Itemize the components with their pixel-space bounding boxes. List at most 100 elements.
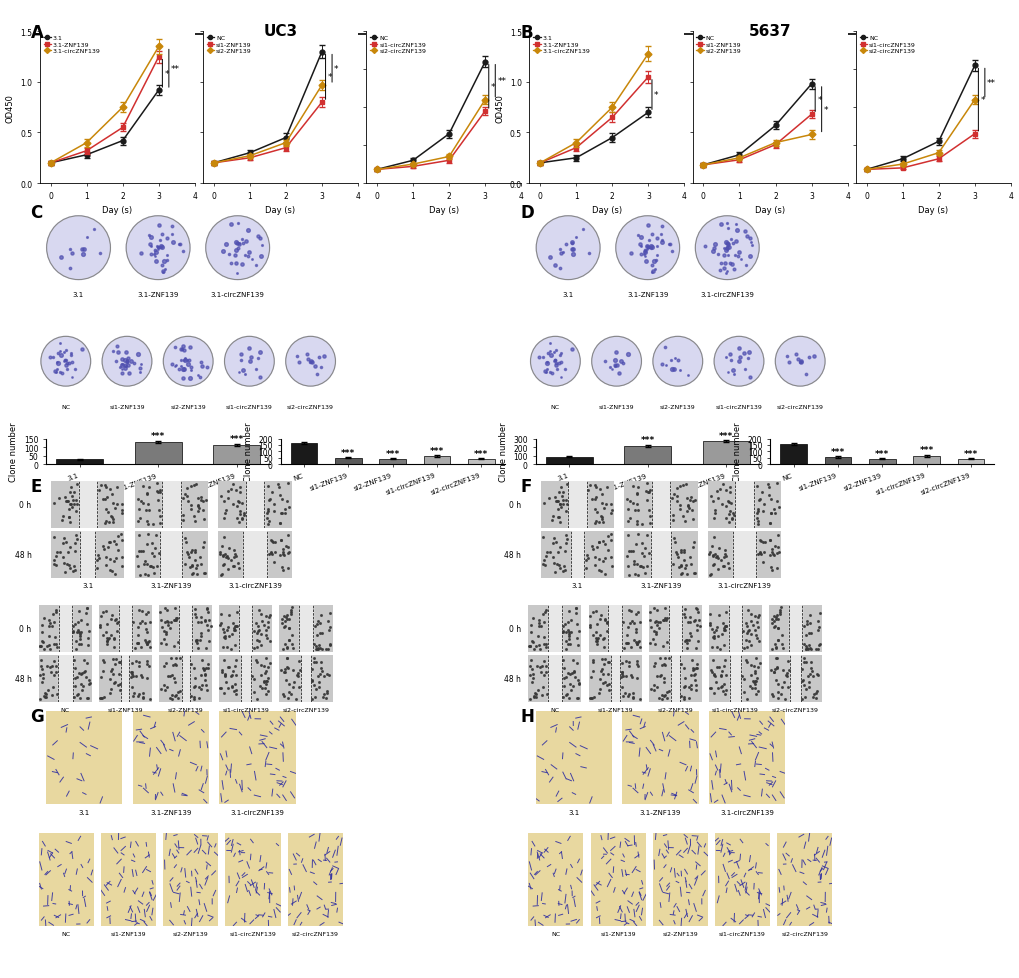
Text: si2-circZNF139: si2-circZNF139 bbox=[291, 931, 338, 936]
Text: NC: NC bbox=[551, 931, 559, 936]
Y-axis label: OD450: OD450 bbox=[5, 94, 14, 122]
Text: 0 h: 0 h bbox=[19, 500, 32, 510]
Text: ***: *** bbox=[474, 450, 488, 459]
Text: 48 h: 48 h bbox=[503, 550, 521, 559]
Text: *: * bbox=[490, 83, 495, 92]
Bar bbox=[135, 442, 181, 465]
Text: NC: NC bbox=[61, 405, 70, 410]
Text: H: H bbox=[520, 707, 534, 725]
Circle shape bbox=[652, 337, 702, 386]
Bar bbox=[56, 460, 103, 465]
Circle shape bbox=[713, 337, 763, 386]
Text: si1-ZNF139: si1-ZNF139 bbox=[108, 707, 143, 712]
Text: 3.1-circZNF139: 3.1-circZNF139 bbox=[228, 583, 281, 589]
X-axis label: Day (s): Day (s) bbox=[428, 206, 459, 215]
X-axis label: Day (s): Day (s) bbox=[754, 206, 785, 215]
Text: si2-circZNF139: si2-circZNF139 bbox=[286, 405, 334, 410]
Bar bbox=[730, 655, 740, 702]
Text: 3.1-circZNF139: 3.1-circZNF139 bbox=[700, 291, 753, 297]
Legend: 3.1, 3.1-ZNF139, 3.1-circZNF139: 3.1, 3.1-ZNF139, 3.1-circZNF139 bbox=[43, 35, 101, 55]
Bar bbox=[735, 481, 753, 528]
Text: si2-circZNF139: si2-circZNF139 bbox=[771, 707, 818, 712]
Bar bbox=[423, 457, 450, 465]
Bar bbox=[59, 605, 71, 652]
Bar bbox=[301, 655, 311, 702]
Text: E: E bbox=[31, 477, 42, 495]
Text: **: ** bbox=[171, 65, 179, 73]
Text: 3.1: 3.1 bbox=[78, 809, 90, 815]
Bar bbox=[571, 531, 583, 578]
Circle shape bbox=[774, 337, 824, 386]
Bar bbox=[671, 655, 679, 702]
Text: NC: NC bbox=[61, 707, 69, 712]
Bar bbox=[290, 444, 317, 465]
Bar bbox=[912, 457, 940, 465]
Circle shape bbox=[615, 216, 679, 281]
Bar bbox=[119, 605, 132, 652]
Circle shape bbox=[591, 337, 641, 386]
Circle shape bbox=[41, 337, 91, 386]
Text: 3.1-circZNF139: 3.1-circZNF139 bbox=[230, 809, 284, 815]
Bar bbox=[790, 655, 800, 702]
Text: ***: *** bbox=[830, 447, 845, 457]
Legend: 3.1, 3.1-ZNF139, 3.1-circZNF139: 3.1, 3.1-ZNF139, 3.1-circZNF139 bbox=[532, 35, 590, 55]
Text: NC: NC bbox=[550, 707, 558, 712]
Text: 3.1-ZNF139: 3.1-ZNF139 bbox=[640, 583, 681, 589]
Bar bbox=[732, 531, 756, 578]
Bar bbox=[162, 481, 180, 528]
Text: si2-ZNF139: si2-ZNF139 bbox=[656, 707, 693, 712]
Bar bbox=[213, 446, 260, 465]
Bar bbox=[545, 458, 592, 465]
Text: si1-ZNF139: si1-ZNF139 bbox=[111, 931, 146, 936]
Text: 0 h: 0 h bbox=[19, 624, 32, 634]
Bar bbox=[729, 605, 742, 652]
Bar bbox=[607, 605, 621, 652]
Bar bbox=[81, 531, 95, 578]
Text: si1-ZNF139: si1-ZNF139 bbox=[600, 931, 635, 936]
Circle shape bbox=[47, 216, 110, 281]
Bar bbox=[547, 655, 561, 702]
Text: si2-ZNF139: si2-ZNF139 bbox=[172, 931, 209, 936]
Text: ***: *** bbox=[429, 447, 443, 456]
Text: si1-circZNF139: si1-circZNF139 bbox=[715, 405, 761, 410]
Bar bbox=[624, 446, 671, 465]
Text: si2-ZNF139: si2-ZNF139 bbox=[170, 405, 206, 410]
Bar bbox=[179, 605, 192, 652]
Text: NC: NC bbox=[62, 931, 70, 936]
Circle shape bbox=[102, 337, 152, 386]
Bar bbox=[240, 655, 251, 702]
Text: si1-circZNF139: si1-circZNF139 bbox=[222, 707, 269, 712]
Bar bbox=[78, 481, 97, 528]
Legend: NC, si1-circZNF139, si2-circZNF139: NC, si1-circZNF139, si2-circZNF139 bbox=[369, 35, 427, 55]
Text: *: * bbox=[816, 96, 821, 105]
Text: UC3: UC3 bbox=[263, 24, 298, 39]
Circle shape bbox=[695, 216, 758, 281]
Legend: NC, si1-ZNF139, si2-ZNF139: NC, si1-ZNF139, si2-ZNF139 bbox=[206, 35, 253, 55]
Text: si1-circZNF139: si1-circZNF139 bbox=[711, 707, 758, 712]
Bar bbox=[379, 460, 406, 465]
Text: si1-ZNF139: si1-ZNF139 bbox=[597, 707, 632, 712]
X-axis label: Day (s): Day (s) bbox=[102, 206, 132, 215]
Text: si1-circZNF139: si1-circZNF139 bbox=[226, 405, 272, 410]
Text: 3.1: 3.1 bbox=[72, 291, 85, 297]
Text: si2-circZNF139: si2-circZNF139 bbox=[781, 931, 827, 936]
X-axis label: Day (s): Day (s) bbox=[591, 206, 622, 215]
Text: NC: NC bbox=[550, 405, 559, 410]
Circle shape bbox=[224, 337, 274, 386]
Text: 5637: 5637 bbox=[748, 24, 791, 39]
Text: **: ** bbox=[986, 79, 995, 88]
Text: ***: *** bbox=[229, 435, 244, 444]
Text: *: * bbox=[653, 91, 658, 100]
Text: si1-ZNF139: si1-ZNF139 bbox=[109, 405, 145, 410]
Text: 3.1-circZNF139: 3.1-circZNF139 bbox=[211, 291, 264, 297]
Text: ***: *** bbox=[963, 449, 977, 458]
Text: 3.1-ZNF139: 3.1-ZNF139 bbox=[627, 291, 667, 297]
Bar bbox=[651, 481, 669, 528]
Y-axis label: Clone number: Clone number bbox=[244, 422, 253, 481]
Bar bbox=[548, 605, 561, 652]
Bar bbox=[246, 481, 264, 528]
Text: B: B bbox=[520, 24, 532, 42]
Text: si2-ZNF139: si2-ZNF139 bbox=[167, 707, 204, 712]
Text: A: A bbox=[31, 24, 44, 42]
Text: si1-circZNF139: si1-circZNF139 bbox=[718, 931, 765, 936]
